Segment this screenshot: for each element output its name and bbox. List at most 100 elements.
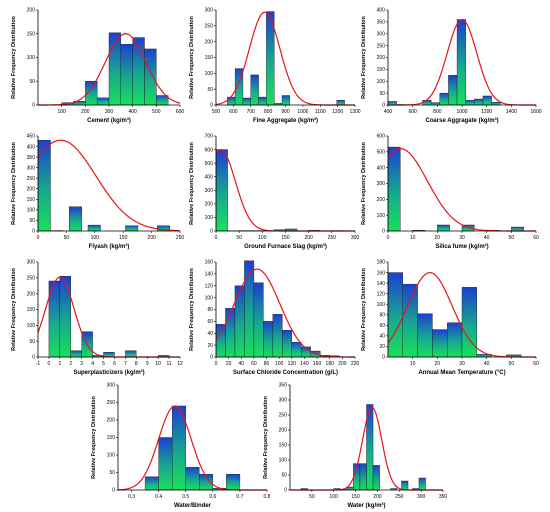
x-tick-label: 40 xyxy=(484,235,490,241)
x-tick-label: 6 xyxy=(113,361,116,367)
y-tick-label: 250 xyxy=(279,413,288,419)
y-tick-label: 250 xyxy=(377,43,386,49)
histogram-bar xyxy=(456,19,466,106)
y-tick-label: 0 xyxy=(284,488,287,494)
y-tick-label: 150 xyxy=(27,31,36,37)
histogram-bar xyxy=(422,100,432,106)
histogram-bar xyxy=(185,467,200,491)
x-axis-title: Water/Binder xyxy=(174,503,212,509)
y-tick-label: 160 xyxy=(377,270,386,276)
y-tick-label: 0 xyxy=(32,103,35,109)
y-tick-label: 200 xyxy=(27,186,36,192)
y-tick-label: 150 xyxy=(107,435,116,441)
x-tick-label: 400 xyxy=(384,109,393,115)
y-tick-label: 300 xyxy=(377,181,386,187)
x-tick-label: 500 xyxy=(152,109,161,115)
x-tick-label: 600 xyxy=(229,109,238,115)
x-tick-label: 700 xyxy=(247,109,256,115)
histogram-panel-2: 500 600 700 800 900 1000 1100 1200 1300 0 50 100 150… xyxy=(189,8,361,124)
histogram-bar xyxy=(387,272,404,358)
histogram-bar xyxy=(215,324,226,358)
y-tick-label: 400 xyxy=(205,174,214,180)
x-tick-label: 3 xyxy=(80,361,83,367)
histogram-bar xyxy=(242,97,251,106)
histogram-bar xyxy=(465,100,475,106)
x-tick-label: 300 xyxy=(105,109,114,115)
y-tick-label: 150 xyxy=(27,307,36,313)
y-tick-label: 250 xyxy=(107,400,116,406)
histogram-bar xyxy=(417,313,433,358)
y-tick-label: 100 xyxy=(377,302,386,308)
histogram-bar xyxy=(156,95,169,106)
y-tick-label: 350 xyxy=(377,20,386,26)
x-tick-label: 1000 xyxy=(297,109,308,115)
y-tick-label: 50 xyxy=(29,218,35,224)
x-tick-label: 0.8 xyxy=(264,494,271,500)
y-tick-label: 100 xyxy=(377,79,386,85)
normal-fit-curve xyxy=(215,148,355,232)
y-tick-label: 350 xyxy=(27,155,36,161)
y-tick-label: 140 xyxy=(377,281,386,287)
y-tick-label: 300 xyxy=(377,31,386,37)
x-tick-label: 600 xyxy=(176,109,185,115)
x-axis-title: Surface Chloride Concentration (g/L) xyxy=(233,370,338,376)
y-tick-label: 200 xyxy=(107,418,116,424)
x-tick-label: 140 xyxy=(300,361,309,367)
x-tick-label: 20 xyxy=(435,361,441,367)
y-tick-label: 120 xyxy=(205,283,214,289)
y-tick-label: 450 xyxy=(27,134,36,140)
x-tick-label: 100 xyxy=(258,235,267,241)
histogram-bar xyxy=(215,149,228,232)
y-tick-label: 20 xyxy=(207,343,213,349)
y-tick-label: 60 xyxy=(379,323,385,329)
normal-fit-curve xyxy=(37,139,181,232)
x-tick-label: 12 xyxy=(177,361,183,367)
x-tick-label: 100 xyxy=(275,361,284,367)
x-tick-label: 30 xyxy=(459,235,465,241)
y-tick-label: 0 xyxy=(32,229,35,235)
y-tick-label: 200 xyxy=(27,8,36,14)
y-tick-label: 300 xyxy=(27,260,36,266)
x-tick-label: 2 xyxy=(69,361,72,367)
y-tick-label: 40 xyxy=(379,334,385,340)
histogram-panel-7: -1 0 1 2 3 4 5 6 7 8 9 10 11 12050100150200250300Supe… xyxy=(11,260,183,376)
y-tick-label: 100 xyxy=(205,215,214,221)
y-tick-label: 50 xyxy=(29,339,35,345)
y-axis-title: Relative Frequency Distribution xyxy=(189,141,195,224)
x-tick-label: 150 xyxy=(119,235,128,241)
x-tick-label: 5 xyxy=(102,361,105,367)
histogram-bar xyxy=(482,95,492,106)
x-tick-label: 60 xyxy=(533,361,539,367)
y-tick-label: 600 xyxy=(377,134,386,140)
histogram-bar xyxy=(439,92,449,106)
y-tick-label: 200 xyxy=(27,291,36,297)
x-tick-label: 900 xyxy=(281,109,290,115)
y-tick-label: 40 xyxy=(207,331,213,337)
x-tick-label: 200 xyxy=(338,361,347,367)
x-tick-label: 150 xyxy=(281,235,290,241)
histogram-bar xyxy=(227,96,236,106)
histogram-bar xyxy=(336,100,345,106)
x-tick-label: 150 xyxy=(351,494,360,500)
x-tick-label: 50 xyxy=(509,361,515,367)
x-tick-label: 50 xyxy=(236,235,242,241)
y-axis-title: Relative Frequency Distribution xyxy=(11,15,17,98)
y-tick-label: 140 xyxy=(205,272,214,278)
y-tick-label: 0 xyxy=(32,355,35,361)
y-tick-label: 200 xyxy=(205,39,214,45)
y-tick-label: 100 xyxy=(107,453,116,459)
x-tick-label: 100 xyxy=(91,235,100,241)
x-tick-label: 350 xyxy=(439,494,448,500)
x-tick-label: 60 xyxy=(251,361,257,367)
x-tick-label: 160 xyxy=(313,361,322,367)
x-tick-label: 4 xyxy=(91,361,94,367)
histogram-bar xyxy=(234,285,245,358)
histogram-panel-5: 0 50 100 150 200 250 300 0 100 200 300 400 500 600 700… xyxy=(189,134,359,250)
y-tick-label: 50 xyxy=(29,79,35,85)
x-axis-title: Silica fume (kg/m³) xyxy=(435,243,488,250)
x-tick-label: 50 xyxy=(509,235,515,241)
y-tick-label: 60 xyxy=(207,319,213,325)
y-tick-label: 0 xyxy=(382,229,385,235)
x-tick-label: 200 xyxy=(81,109,90,115)
